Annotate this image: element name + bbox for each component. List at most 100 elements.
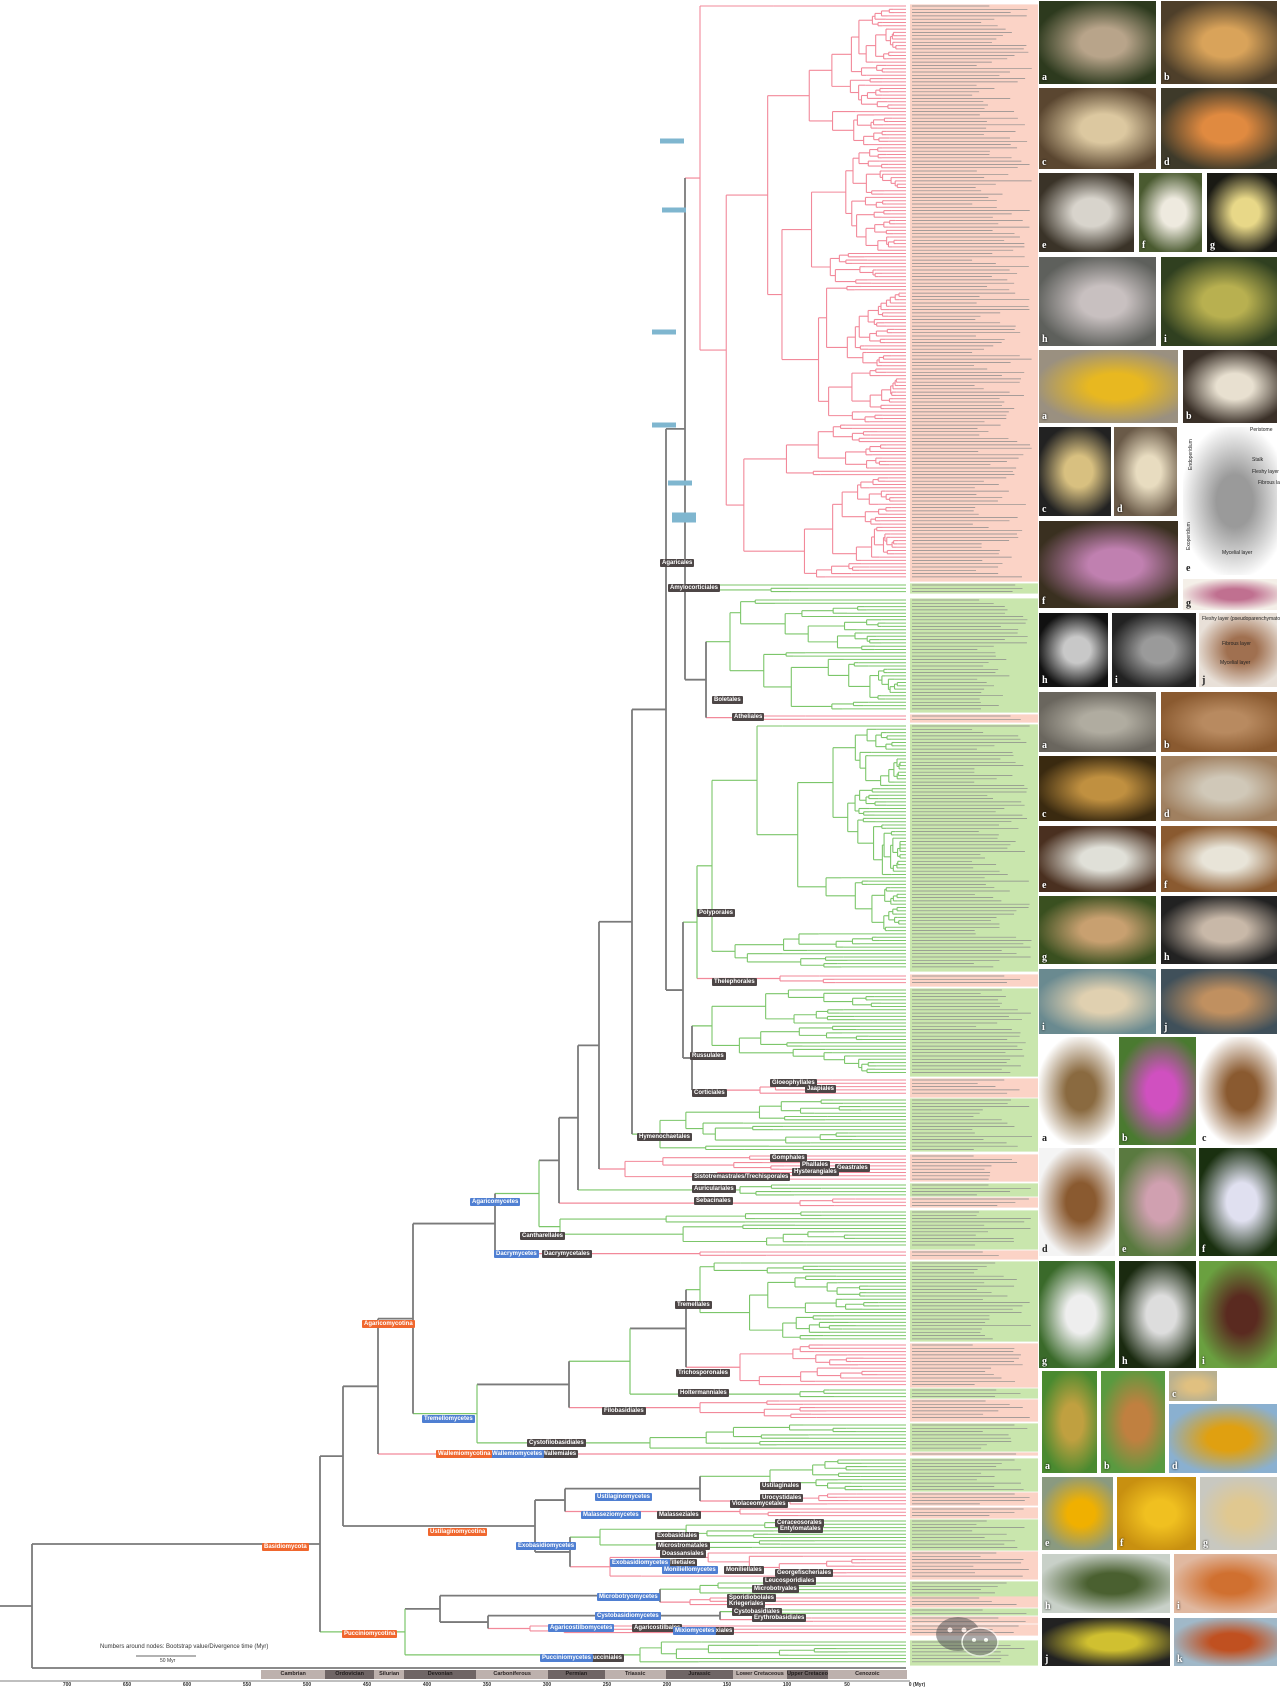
order-label: Gomphales <box>770 1154 807 1162</box>
panel-letter: f <box>1202 1244 1206 1255</box>
geastrum-photo: g <box>1182 578 1278 611</box>
order-label: Cystobasidiales <box>732 1608 782 1616</box>
panel-letter: a <box>1045 1461 1050 1472</box>
period-devonian: Devonian <box>404 1670 477 1679</box>
order-label: Hymenochaetales <box>637 1133 693 1141</box>
suborder-tag <box>672 517 696 523</box>
flowers-photo: f <box>1198 1147 1278 1257</box>
order-label: Sebacinales <box>694 1197 733 1205</box>
species-band <box>910 1261 1038 1342</box>
order-label: Geastrales <box>835 1164 870 1172</box>
axis-tick-label: 100 <box>782 1682 792 1688</box>
geastrum-photo: d <box>1113 426 1178 517</box>
panel-letter: b <box>1186 411 1192 422</box>
order-label: Filobasidiales <box>602 1407 646 1415</box>
order-label: Doassansiales <box>660 1550 706 1558</box>
period-triassic: Triassic <box>604 1670 666 1679</box>
panel-letter: j <box>1202 675 1206 686</box>
species-band <box>910 714 1038 723</box>
species-band <box>910 1581 1038 1597</box>
polypores-photo: e <box>1038 825 1157 893</box>
period-carboniferous: Carboniferous <box>476 1670 549 1679</box>
species-band <box>910 974 1038 987</box>
panel-letter: f <box>1164 880 1168 891</box>
polypores-photo: a <box>1038 691 1157 753</box>
panel-letter: b <box>1164 72 1170 83</box>
annotation-mycelial-layer-section: Mycelial layer <box>1220 660 1251 666</box>
period-cambrian: Cambrian <box>261 1670 325 1679</box>
panel-letter: a <box>1042 740 1047 751</box>
period-ordovician: Ordovician <box>325 1670 375 1679</box>
species-band <box>910 1608 1038 1616</box>
order-label: Agaricostilbales <box>632 1624 683 1632</box>
flowers-photo: b <box>1118 1036 1197 1146</box>
suborder-tag <box>652 329 676 335</box>
rusts-photo: a <box>1041 1370 1098 1474</box>
axis-tick-label: 50 <box>844 1682 850 1688</box>
panel-letter: d <box>1164 157 1170 168</box>
panel-letter: f <box>1120 1538 1124 1549</box>
class-label: Moniliellomycetes <box>662 1566 718 1574</box>
order-label: Microstromatales <box>656 1542 710 1550</box>
order-label: Exobasidiales <box>655 1532 700 1540</box>
annotation-endoperidium: Endoperidium <box>1188 439 1194 470</box>
annotation-stalk: Stalk <box>1252 457 1264 463</box>
annotation-fleshy-layer: Fleshy layer <box>1252 469 1279 475</box>
polypores-photo: i <box>1038 968 1157 1035</box>
geastrum-photo: c <box>1038 426 1112 517</box>
panel-letter: e <box>1042 880 1047 891</box>
geastrum-photo: j <box>1198 612 1278 688</box>
class-label: Exobasidiomycetes <box>516 1542 577 1550</box>
panel-letter: i <box>1202 1356 1205 1367</box>
order-label: Tremellales <box>675 1301 712 1309</box>
axis-tick-label: 550 <box>242 1682 252 1688</box>
panel-letter: j <box>1045 1654 1049 1665</box>
order-label: Mixiales <box>707 1627 735 1635</box>
panel-letter: g <box>1186 598 1191 609</box>
flowers-photo: d <box>1038 1147 1116 1257</box>
class-label: Malasseziomycetes <box>581 1511 641 1519</box>
agaricales-photo: f <box>1138 172 1203 253</box>
panel-letter: d <box>1117 504 1123 515</box>
order-label: Boletales <box>712 696 743 704</box>
geastrum-photo: i <box>1111 612 1197 688</box>
suborder-tag <box>662 207 686 213</box>
annotation-peristome: Peristome <box>1250 427 1273 433</box>
species-band <box>910 1183 1038 1197</box>
agaricales-photo: d <box>1160 87 1278 170</box>
watermark-logo <box>930 1612 1020 1667</box>
order-label: Pucciniales <box>587 1654 625 1662</box>
suborder-tag <box>668 480 692 486</box>
panel-letter: i <box>1042 1022 1045 1033</box>
order-label: Georgefischeriales <box>775 1569 834 1577</box>
rusts-photo: e <box>1041 1476 1114 1551</box>
order-label: Microbotryales <box>752 1585 799 1593</box>
species-band <box>910 1616 1038 1624</box>
panel-letter: c <box>1042 157 1047 168</box>
order-label: Sistotremastrales/Trechisporales <box>692 1173 791 1181</box>
panel-letter: a <box>1042 1133 1047 1144</box>
class-label: Agaricostilbomycetes <box>548 1624 615 1632</box>
order-label: Holtermanniales <box>678 1389 729 1397</box>
rusts-photo: b <box>1100 1370 1166 1474</box>
rusts-photo: h <box>1041 1553 1171 1614</box>
annotation-fleshy-layer-section: Fleshy layer (pseudoparenchymatous) <box>1202 616 1280 622</box>
agaricales-photo: c <box>1038 87 1157 170</box>
order-label: Moniliellales <box>724 1566 764 1574</box>
order-label: Hysterangiales <box>792 1168 839 1176</box>
subphylum-label: Wallemiomycotina <box>436 1450 493 1458</box>
species-band <box>910 1343 1038 1388</box>
class-label: Ustilaginomycetes <box>595 1493 653 1501</box>
panel-letter: b <box>1164 740 1170 751</box>
species-band <box>910 1492 1038 1506</box>
geastrum-photo: f <box>1038 520 1179 609</box>
panel-letter: d <box>1164 809 1170 820</box>
annotation-fibrous-layer-section: Fibrous layer <box>1222 641 1251 647</box>
period-upper-cretaceous: Upper Cretaceous <box>787 1670 828 1679</box>
polypores-photo: g <box>1038 895 1157 965</box>
panel-letter: g <box>1042 952 1047 963</box>
rusts-photo: g <box>1199 1476 1278 1551</box>
suborder-tag <box>652 422 676 428</box>
class-label: Wallemiomycetes <box>490 1450 545 1458</box>
rusts-photo: d <box>1168 1403 1278 1474</box>
